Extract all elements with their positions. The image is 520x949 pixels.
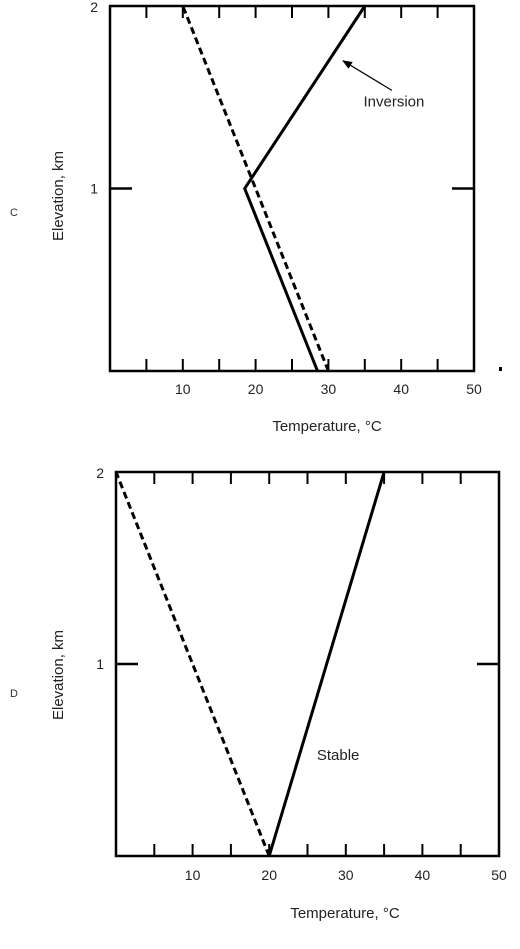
solid-line [267, 471, 386, 857]
solid-line [243, 5, 367, 372]
x-tick-label: 50 [491, 867, 507, 883]
series-group [181, 5, 367, 372]
y-tick-label: 1 [90, 181, 98, 197]
annotation-group: Stable [317, 747, 360, 764]
y-axis-title: Elevation, km [50, 630, 67, 720]
x-tick-label: 10 [175, 381, 191, 397]
annotation-label: Stable [317, 747, 360, 764]
y-axis-title: Elevation, km [50, 151, 67, 241]
plot-frame [108, 4, 476, 373]
x-tick-label: 40 [393, 381, 409, 397]
annotation-arrow [342, 60, 393, 91]
series-group [114, 471, 386, 857]
y-ticks: 12 [96, 465, 499, 672]
annotation-label: Inversion [363, 93, 424, 110]
dashed-line [181, 5, 330, 372]
x-tick-label: 20 [248, 381, 264, 397]
x-axis-title: Temperature, °C [290, 905, 400, 922]
x-tick-label: 50 [466, 381, 482, 397]
dashed-line [114, 471, 271, 857]
x-tick-label: 30 [338, 867, 354, 883]
y-ticks: 12 [90, 0, 474, 197]
x-ticks: 10 20 30 40 50 [145, 6, 482, 397]
stray-mark [499, 367, 502, 371]
y-tick-label: 1 [96, 656, 104, 672]
x-axis-title: Temperature, °C [272, 418, 382, 435]
panel-label-d: D [10, 688, 18, 700]
x-tick-label: 40 [415, 867, 431, 883]
y-tick-label: 2 [90, 0, 98, 15]
annotation-group: Inversion [342, 60, 424, 110]
x-tick-label: 30 [321, 381, 337, 397]
panel-label-c: C [10, 207, 18, 219]
x-ticks: 10 20 30 40 50 [153, 472, 507, 883]
x-tick-label: 20 [261, 867, 277, 883]
x-tick-label: 10 [185, 867, 201, 883]
y-tick-label: 2 [96, 465, 104, 481]
chart-d: D 10 20 30 40 50 12 Stable Temperature, °C E… [10, 465, 507, 922]
plot-frame [114, 470, 501, 858]
chart-c: C 10 20 30 40 50 12 Inversion Temperature, °… [10, 0, 482, 435]
